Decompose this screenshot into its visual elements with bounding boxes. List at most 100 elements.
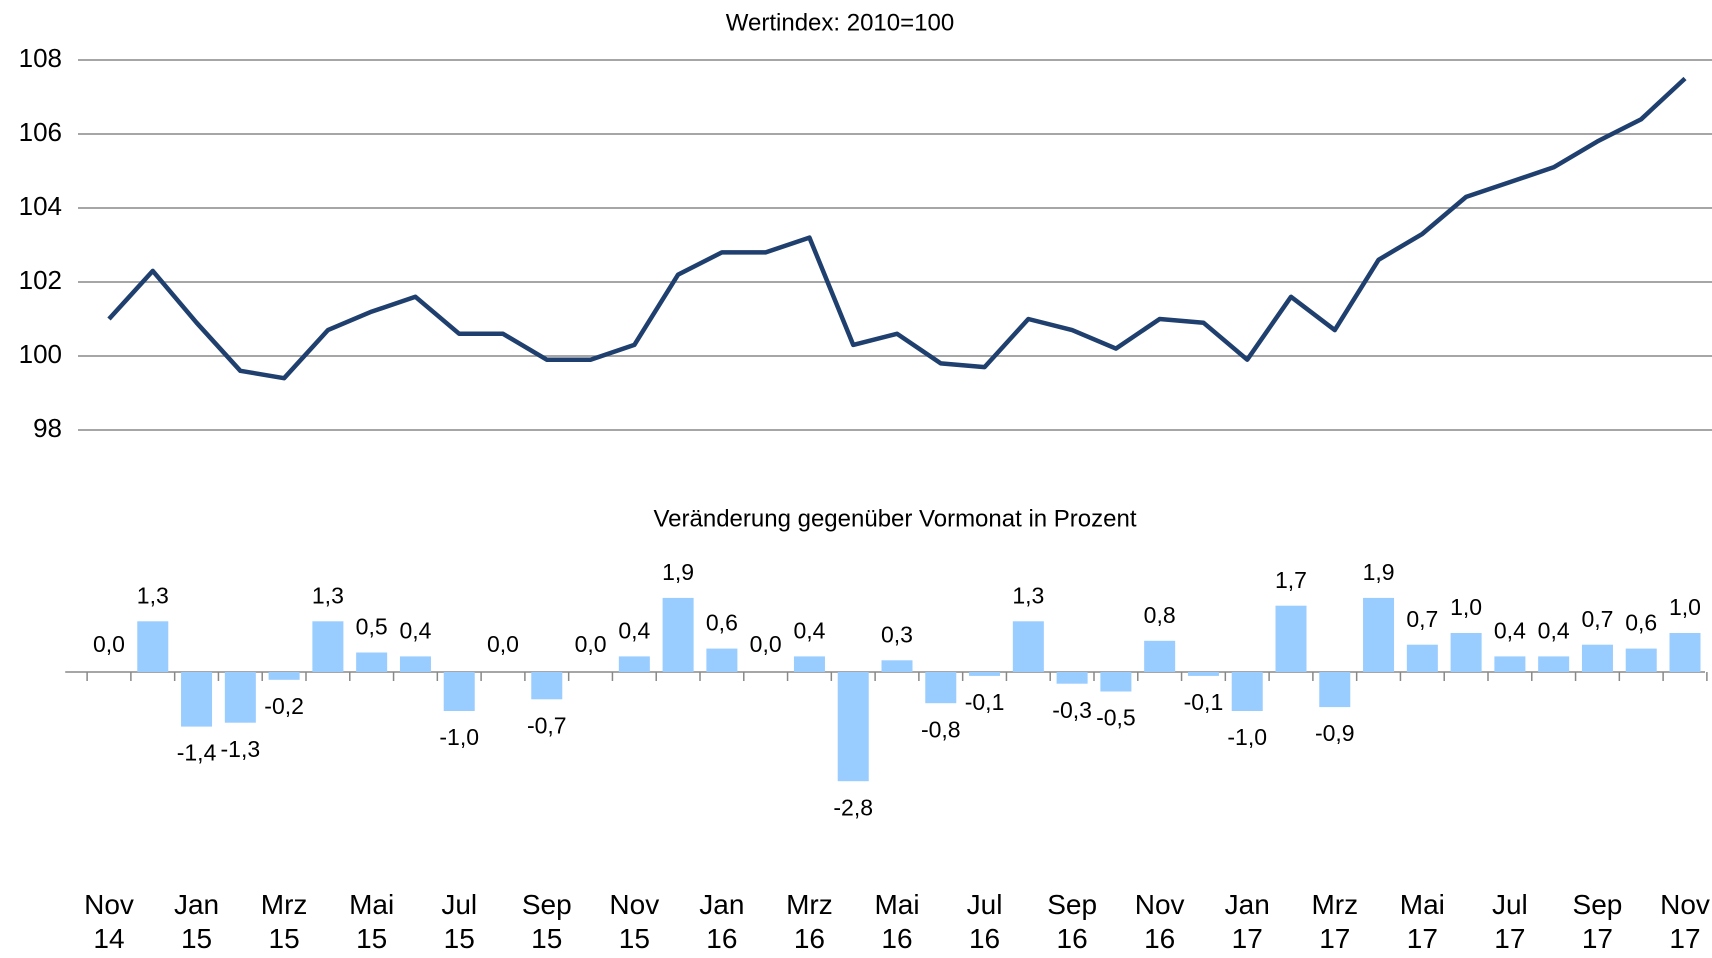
- x-tick-label: Nov 16: [1134, 889, 1185, 954]
- value-label: -0,7: [527, 712, 567, 738]
- value-label: 0,4: [793, 617, 825, 643]
- value-label: -0,9: [1315, 720, 1355, 746]
- bar: [137, 621, 169, 672]
- bar: [1363, 597, 1395, 672]
- value-label: 1,3: [1012, 582, 1044, 608]
- value-label: 0,3: [881, 621, 913, 647]
- value-label: -1,0: [1227, 724, 1267, 750]
- bar: [969, 672, 1001, 676]
- value-label: 0,6: [1625, 610, 1657, 636]
- x-tick-label: Mrz 16: [786, 889, 833, 954]
- x-tick-label: Mai 16: [874, 889, 920, 954]
- bar: [531, 672, 563, 700]
- x-tick-label: Mrz 15: [260, 889, 308, 954]
- value-label: -1,3: [221, 736, 261, 762]
- bar: [312, 621, 344, 672]
- value-label: 0,0: [750, 631, 782, 657]
- bar: [1450, 633, 1482, 672]
- bar: [1319, 672, 1351, 708]
- bar: [443, 672, 475, 711]
- x-tick-label: Sep 17: [1572, 889, 1623, 954]
- value-label: 0,4: [1494, 617, 1526, 643]
- value-label: 1,0: [1450, 594, 1482, 620]
- value-label: 0,0: [487, 631, 519, 657]
- value-label: 0,4: [1538, 617, 1570, 643]
- value-label: 1,3: [137, 582, 169, 608]
- bar: [1625, 648, 1657, 672]
- bar: [1231, 672, 1263, 711]
- value-label: -1,0: [439, 724, 479, 750]
- bar: [1669, 633, 1701, 672]
- y-tick-label: 104: [19, 191, 62, 221]
- bar: [1012, 621, 1044, 672]
- bar: [399, 656, 431, 672]
- bar: [224, 672, 256, 723]
- bar: [1100, 672, 1132, 692]
- bar: [1406, 644, 1438, 672]
- value-label: 0,4: [618, 617, 650, 643]
- value-label: -0,5: [1096, 705, 1136, 731]
- bar: [268, 672, 300, 680]
- value-label: 0,4: [399, 617, 431, 643]
- x-tick-label: Jul 17: [1491, 889, 1528, 954]
- bar: [925, 672, 957, 704]
- bar: [1187, 672, 1219, 676]
- value-label: 1,9: [1363, 559, 1395, 585]
- y-tick-label: 106: [19, 117, 62, 147]
- bar: [881, 660, 913, 672]
- bar: [662, 597, 694, 672]
- x-tick-label: Jul 15: [441, 889, 478, 954]
- x-tick-label: Nov 15: [609, 889, 660, 954]
- bar: [1144, 640, 1176, 672]
- x-tick-label: Jul 16: [966, 889, 1003, 954]
- value-label: -0,8: [921, 716, 961, 742]
- bar: [706, 648, 738, 672]
- bar: [1494, 656, 1526, 672]
- bar: [356, 652, 388, 672]
- bar: [1538, 656, 1570, 672]
- value-label: 0,8: [1144, 602, 1176, 628]
- value-label: -0,3: [1052, 697, 1092, 723]
- x-tick-label: Jan 15: [173, 889, 220, 954]
- value-label: 1,3: [312, 582, 344, 608]
- value-label: 0,0: [93, 631, 125, 657]
- x-tick-label: Jan 16: [699, 889, 745, 954]
- value-label: 0,7: [1406, 606, 1438, 632]
- y-tick-label: 102: [19, 265, 62, 295]
- x-tick-label: Jan 17: [1224, 889, 1270, 954]
- x-tick-label: Mai 17: [1399, 889, 1445, 954]
- y-tick-label: 98: [33, 413, 62, 443]
- x-tick-label: Sep 15: [521, 889, 572, 954]
- chart-title: Wertindex: 2010=100: [726, 9, 954, 36]
- x-tick-label: Mai 15: [349, 889, 395, 954]
- value-label: 1,0: [1669, 594, 1701, 620]
- line: [107, 76, 1687, 381]
- value-label: -0,2: [264, 693, 304, 719]
- bar: [181, 672, 213, 727]
- chart-title: Veränderung gegenüber Vormonat in Prozen…: [653, 505, 1136, 532]
- y-tick-label: 100: [19, 339, 62, 369]
- value-label: 1,9: [662, 559, 694, 585]
- bar: [1275, 605, 1307, 672]
- value-label: -1,4: [177, 740, 217, 766]
- value-label: -0,1: [1184, 689, 1224, 715]
- value-label: 0,0: [575, 631, 607, 657]
- value-label: 0,5: [356, 614, 388, 640]
- y-tick-label: 108: [19, 43, 62, 73]
- x-tick-label: Nov 17: [1660, 889, 1710, 954]
- bar: [793, 656, 825, 672]
- bar: [837, 672, 869, 782]
- value-label: 0,7: [1581, 606, 1613, 632]
- bar: [1581, 644, 1613, 672]
- x-tick-label: Sep 16: [1047, 889, 1098, 954]
- bar: [1056, 672, 1088, 684]
- value-label: -2,8: [833, 794, 873, 820]
- value-label: 1,7: [1275, 567, 1307, 593]
- bar: [618, 656, 650, 672]
- value-label: -0,1: [965, 689, 1005, 715]
- x-tick-label: Nov 14: [84, 889, 134, 954]
- x-tick-label: Mrz 17: [1311, 889, 1359, 954]
- value-label: 0,6: [706, 610, 738, 636]
